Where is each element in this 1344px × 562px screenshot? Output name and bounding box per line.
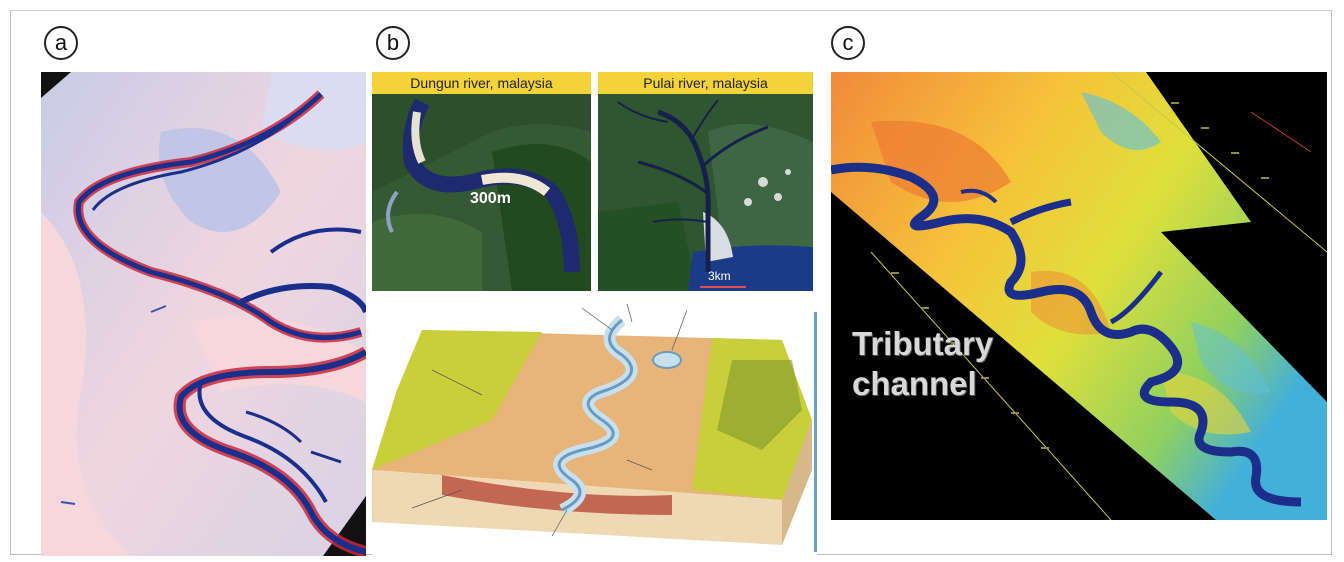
scale-bar-3km	[700, 286, 746, 288]
scale-label-300m: 300m	[470, 190, 511, 207]
tributary-seismic-image	[831, 72, 1327, 520]
panel-label-c: c	[831, 26, 865, 60]
dungun-satellite-image	[372, 72, 591, 291]
panel-label-b: b	[376, 26, 410, 60]
panel-b-map-pulai: Pulai river, malaysia 3km	[598, 72, 813, 291]
seismic-attribute-image	[41, 72, 366, 556]
panel-a-seismic-map	[41, 72, 366, 556]
divider-line	[814, 312, 817, 552]
tributary-annotation-line2: channel	[852, 365, 977, 402]
panel-label-a: a	[44, 26, 78, 60]
panel-c-seismic-slice: Tributary channel	[831, 72, 1327, 520]
meander-block-diagram	[372, 303, 812, 545]
map-title-dungun: Dungun river, malaysia	[372, 72, 591, 94]
scale-label-3km: 3km	[708, 269, 731, 283]
pulai-satellite-image	[598, 72, 813, 291]
panel-b-map-dungun: Dungun river, malaysia 300m	[372, 72, 591, 291]
panel-b-floodplain-diagram	[372, 300, 817, 556]
tributary-annotation-line1: Tributary	[852, 325, 994, 362]
map-title-pulai: Pulai river, malaysia	[598, 72, 813, 94]
